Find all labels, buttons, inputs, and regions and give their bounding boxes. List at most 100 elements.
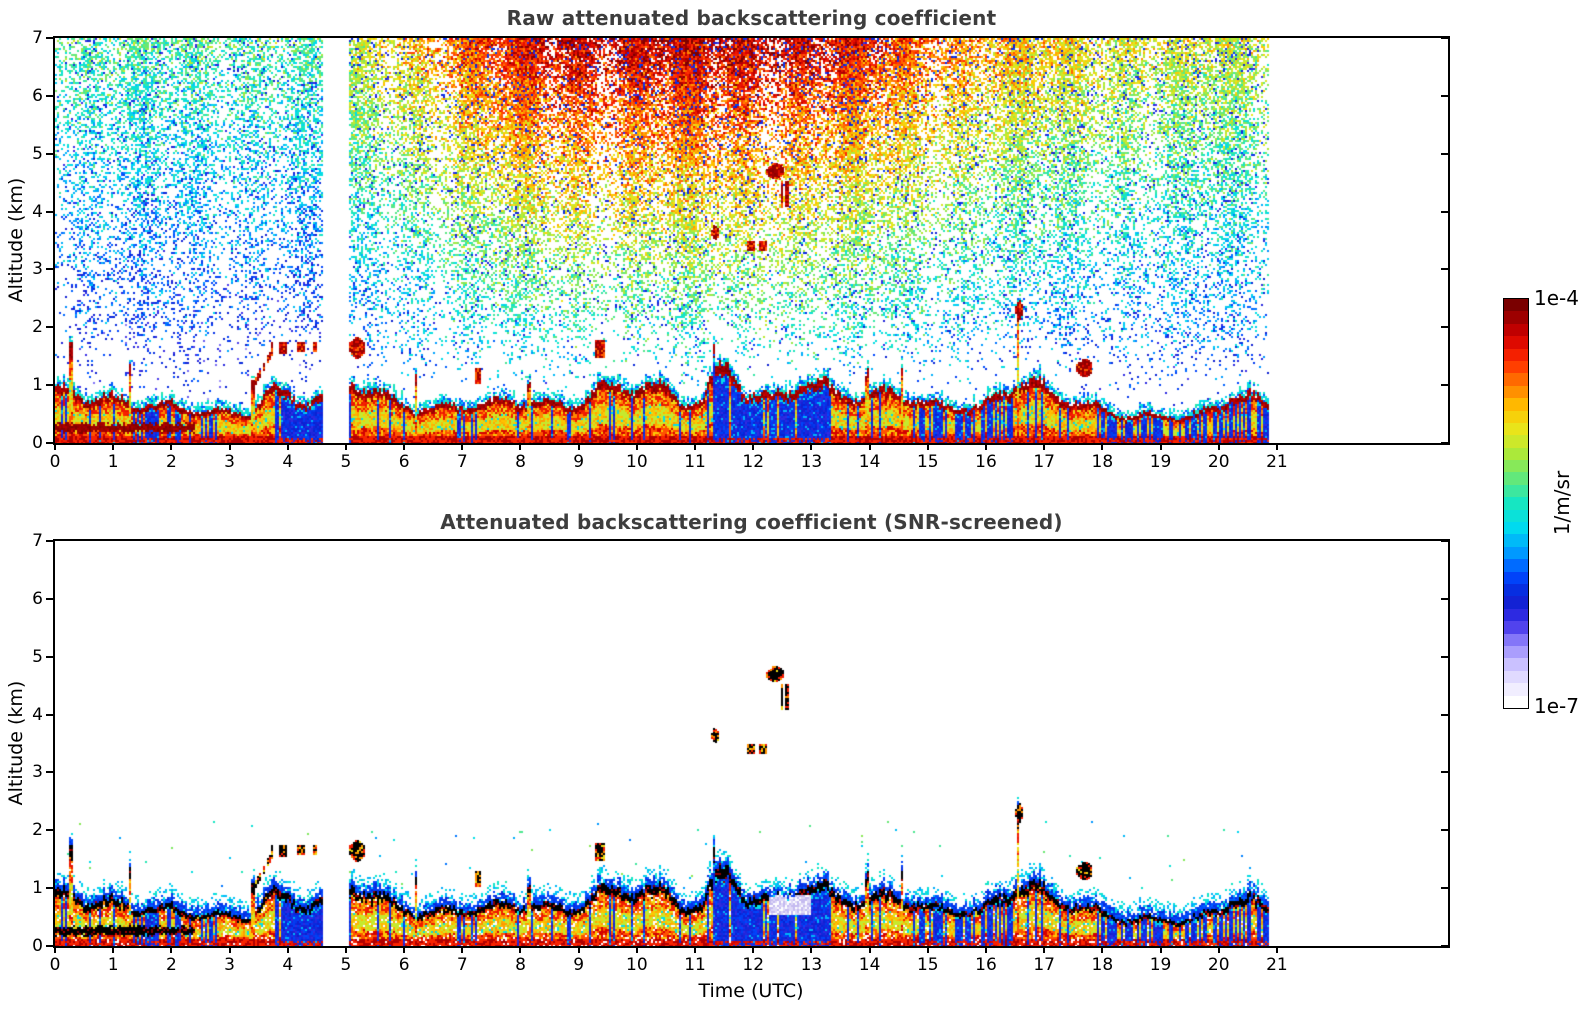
- colorbar: [1503, 298, 1529, 709]
- x-tick: [170, 946, 173, 953]
- x-tick-label: 21: [1266, 955, 1288, 975]
- x-tick-label: 13: [800, 452, 823, 472]
- x-tick: [54, 946, 56, 953]
- x-tick-label: 1: [107, 955, 119, 975]
- x-tick: [577, 443, 580, 450]
- colorbar-segment: [1504, 633, 1528, 646]
- x-tick: [1043, 946, 1046, 953]
- x-tick: [403, 443, 406, 450]
- x-tick-label: 15: [916, 452, 939, 472]
- colorbar-segment: [1504, 323, 1528, 337]
- x-tick: [112, 443, 115, 450]
- x-tick: [1101, 443, 1104, 450]
- x-tick-label: 17: [1033, 955, 1055, 975]
- colorbar-segment: [1504, 695, 1528, 708]
- colorbar-segment: [1504, 522, 1528, 535]
- x-axis-label: Time (UTC): [698, 980, 804, 1002]
- colorbar-segment: [1504, 559, 1528, 572]
- y-axis-label-raw: Altitude (km): [5, 177, 27, 303]
- x-tick: [635, 443, 638, 450]
- x-tick: [228, 443, 231, 450]
- x-tick: [926, 443, 929, 450]
- colorbar-segment: [1504, 509, 1528, 523]
- x-tick-label: 14: [858, 955, 881, 975]
- y-tick-right: [1441, 887, 1448, 890]
- x-tick-label: 10: [626, 452, 648, 472]
- colorbar-segment: [1504, 571, 1528, 584]
- x-tick: [752, 443, 755, 450]
- y-tick-right: [1441, 945, 1448, 947]
- colorbar-segment: [1504, 299, 1528, 312]
- colorbar-segment: [1504, 373, 1528, 386]
- x-tick-label: 8: [515, 955, 526, 975]
- y-tick-right: [1441, 268, 1448, 271]
- y-tick-right: [1441, 326, 1448, 329]
- y-tick-label: 7: [32, 531, 43, 551]
- y-tick-label: 7: [32, 28, 43, 48]
- y-tick: [46, 152, 53, 155]
- colorbar-segment: [1504, 422, 1528, 436]
- y-tick-label: 2: [32, 317, 43, 338]
- y-tick: [46, 887, 53, 890]
- x-tick-label: 18: [1091, 955, 1114, 975]
- x-tick: [868, 443, 871, 450]
- x-tick-label: 13: [800, 955, 823, 975]
- y-tick-right: [1441, 540, 1448, 542]
- x-tick: [810, 443, 813, 450]
- colorbar-segment: [1504, 621, 1528, 634]
- y-tick-right: [1441, 771, 1448, 774]
- y-tick-label: 0: [32, 433, 43, 453]
- x-tick-label: 4: [282, 452, 294, 472]
- x-tick-label: 3: [224, 955, 235, 975]
- x-tick-label: 17: [1033, 452, 1055, 472]
- y-tick-right: [1441, 829, 1448, 832]
- y-tick-right: [1441, 94, 1448, 97]
- y-tick-label: 3: [32, 259, 43, 280]
- y-tick-label: 5: [32, 143, 43, 164]
- x-tick: [635, 946, 638, 953]
- panel-raw-title: Raw attenuated backscattering coefficien…: [506, 6, 997, 30]
- y-tick-label: 2: [32, 820, 43, 841]
- colorbar-segment: [1504, 447, 1528, 461]
- raw-heatmap-canvas: [55, 38, 1448, 443]
- x-tick: [752, 946, 755, 953]
- colorbar-segment: [1504, 596, 1528, 609]
- x-tick-label: 4: [282, 955, 294, 975]
- y-tick-label: 1: [32, 878, 43, 899]
- x-tick: [1159, 443, 1162, 450]
- screened-heatmap-canvas: [55, 541, 1448, 946]
- y-tick-label: 5: [32, 646, 43, 667]
- y-tick-right: [1441, 597, 1448, 600]
- x-tick-label: 9: [573, 452, 585, 472]
- x-tick-label: 9: [573, 955, 585, 975]
- x-tick-label: 14: [858, 452, 881, 472]
- x-tick: [112, 946, 115, 953]
- panel-screened-title: Attenuated backscattering coefficient (S…: [440, 510, 1063, 534]
- y-tick-right: [1441, 713, 1448, 716]
- colorbar-segment: [1504, 497, 1528, 510]
- x-tick: [984, 946, 987, 953]
- y-tick-label: 0: [32, 936, 43, 956]
- x-tick-label: 8: [515, 452, 526, 472]
- colorbar-segment: [1504, 608, 1528, 622]
- y-tick-label: 4: [32, 201, 43, 222]
- y-tick-right: [1441, 442, 1448, 444]
- x-tick: [1159, 946, 1162, 953]
- y-tick-label: 6: [32, 588, 43, 609]
- colorbar-segment: [1504, 484, 1528, 498]
- x-tick-label: 7: [456, 955, 468, 975]
- colorbar-max-label: 1e-4: [1534, 286, 1579, 310]
- colorbar-segment: [1504, 534, 1528, 547]
- x-tick-label: 10: [626, 955, 648, 975]
- y-tick-right: [1441, 37, 1448, 39]
- y-tick-label: 6: [32, 85, 43, 106]
- x-tick-label: 0: [49, 955, 61, 975]
- y-tick: [46, 442, 53, 444]
- x-tick-label: 18: [1091, 452, 1114, 472]
- colorbar-segment: [1504, 336, 1528, 349]
- x-tick: [228, 946, 231, 953]
- colorbar-segment: [1504, 460, 1528, 473]
- x-tick-label: 5: [340, 955, 352, 975]
- x-tick: [810, 946, 813, 953]
